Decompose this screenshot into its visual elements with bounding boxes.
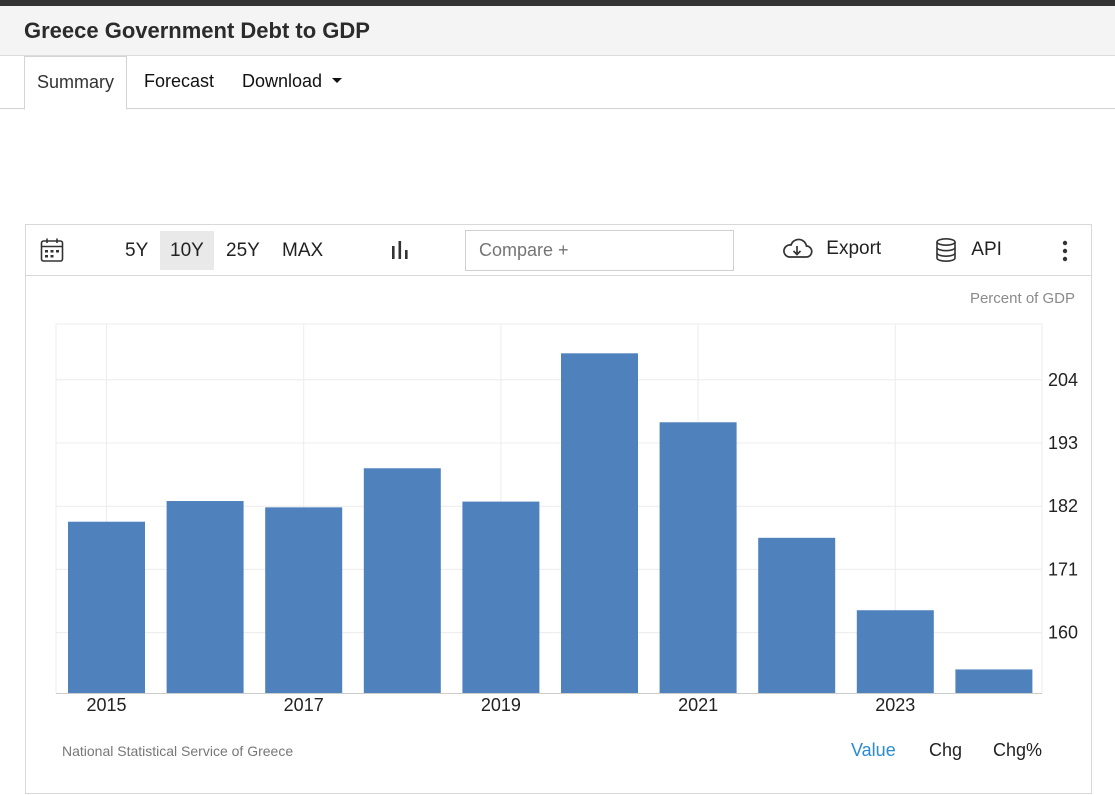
bar-2017 [265,507,343,693]
tab-summary[interactable]: Summary [24,56,128,110]
api-button[interactable]: API [934,237,1002,263]
bar-2018 [363,468,441,693]
range-5y-button[interactable]: 5Y [125,240,149,261]
chg-tab[interactable]: Chg [929,740,963,760]
bar-2023 [856,610,934,693]
source-label: National Statistical Service of Greece [62,743,294,759]
range-max-button[interactable]: MAX [282,240,324,261]
api-label: API [971,239,1002,260]
export-button[interactable]: Export [781,238,881,260]
tab-download-label: Download [242,71,323,91]
x-tick-label: 2021 [678,695,718,715]
tab-download[interactable]: Download [242,56,343,109]
bar-chart: 160 171 182 193 204 2015 2017 2019 2021 2023 [55,323,1078,715]
bar-2015 [68,521,145,693]
value-tab[interactable]: Value [851,740,896,760]
x-tick-label: 2023 [875,695,915,715]
y-tick-label: 182 [1048,496,1078,516]
export-label: Export [826,238,882,259]
chg-percent-tab[interactable]: Chg% [993,740,1043,760]
page-header: Greece Government Debt to GDP [0,6,1115,56]
x-tick-label: 2017 [284,695,324,715]
bar-2021 [659,422,737,693]
tab-forecast[interactable]: Forecast [144,71,215,91]
chart-panel: 5Y 10Y 25Y MAX Export [25,224,1092,794]
y-tick-label: 193 [1048,433,1078,453]
more-vertical-icon[interactable] [1062,240,1068,268]
unit-label: Percent of GDP [969,290,1075,307]
bar-2016 [166,501,244,693]
top-accent-bar [0,0,1115,6]
page-title: Greece Government Debt to GDP [24,18,370,43]
bar-2024 [955,669,1033,693]
bar-2019 [462,501,540,693]
compare-input[interactable] [465,230,734,271]
range-10y-button[interactable]: 10Y [160,231,214,270]
chevron-down-icon [332,77,343,83]
range-25y-button[interactable]: 25Y [226,240,260,261]
y-tick-label: 171 [1048,559,1078,579]
tab-bar: Summary Forecast Download [0,56,1115,110]
calendar-icon[interactable] [40,237,64,269]
x-tick-label: 2015 [86,695,126,715]
y-tick-label: 160 [1048,623,1078,643]
chart-toolbar: 5Y 10Y 25Y MAX Export [26,225,1091,276]
bar-2022 [758,537,836,693]
cloud-download-icon [783,238,813,258]
x-tick-label: 2019 [481,695,521,715]
bar-chart-icon[interactable] [390,239,410,267]
database-icon [936,237,956,262]
y-tick-label: 204 [1048,370,1078,390]
bar-2020 [561,353,638,693]
